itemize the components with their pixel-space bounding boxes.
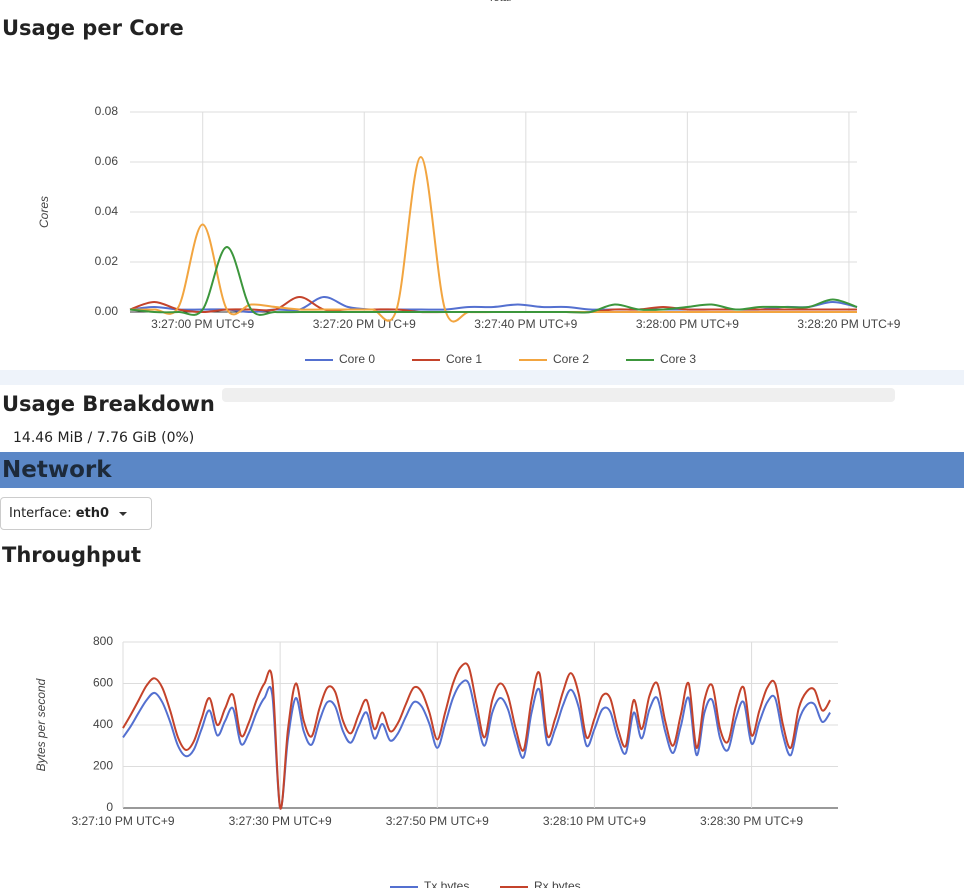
progress-bar (222, 388, 895, 402)
legend-label: Core 0 (339, 352, 375, 366)
memory-usage: 14.46 MiB / 7.76 GiB (0%) (13, 430, 195, 446)
y-tick-label: 0.04 (95, 204, 119, 218)
cpu-heading: Usage per Core (2, 16, 184, 40)
legend-label: Core 3 (660, 352, 696, 366)
y-tick-label: 400 (93, 717, 113, 731)
series-line (122, 679, 831, 810)
y-tick-label: 200 (93, 759, 113, 773)
caret (119, 511, 128, 516)
x-tick-label: 3:27:40 PM UTC+9 (474, 317, 577, 331)
series-line (129, 155, 857, 323)
x-tick-label: 3:28:30 PM UTC+9 (700, 814, 803, 828)
legend-label: Tx bytes (424, 879, 469, 888)
separator (0, 370, 964, 385)
y-tick-label: 0.06 (95, 154, 119, 168)
network-heading: Network (2, 457, 112, 483)
y-tick-label: 800 (93, 634, 113, 648)
legend-label: Rx bytes (534, 879, 581, 888)
total-label: Total (488, 0, 511, 4)
series-line (122, 662, 831, 810)
interface-dropdown[interactable]: Interface: eth0 (0, 497, 152, 530)
x-tick-label: 3:27:10 PM UTC+9 (71, 814, 174, 828)
y-tick-label: 0.02 (95, 254, 119, 268)
y-tick-label: 0 (106, 800, 113, 814)
throughput-heading: Throughput (2, 543, 142, 567)
x-tick-label: 3:28:20 PM UTC+9 (797, 317, 900, 331)
series-line (129, 245, 858, 316)
legend-label: Core 1 (446, 352, 482, 366)
interface-label: Interface: (9, 506, 72, 521)
breakdown-heading: Usage Breakdown (2, 392, 215, 416)
y-tick-label: 600 (93, 676, 113, 690)
series-line (129, 295, 857, 314)
x-tick-label: 3:27:50 PM UTC+9 (386, 814, 489, 828)
y-tick-label: 0.00 (95, 304, 119, 318)
x-tick-label: 3:28:00 PM UTC+9 (636, 317, 739, 331)
cpu-chart: 0.00 0.02 0.04 0.06 0.08 3:27:00 PM UTC+9 3:27… (37, 104, 901, 366)
interface-value: eth0 (75, 506, 110, 521)
y-axis-title: Bytes per second (34, 678, 48, 771)
x-tick-label: 3:28:10 PM UTC+9 (543, 814, 646, 828)
network-bar: Network (0, 452, 964, 488)
network-chart: 0 200 400 600 800 3:27:10 PM UTC+9 3:27:30 PM … (34, 634, 838, 888)
y-axis-title: Cores (37, 196, 51, 228)
x-tick-label: 3:27:20 PM UTC+9 (313, 317, 416, 331)
x-tick-label: 3:27:30 PM UTC+9 (229, 814, 332, 828)
x-tick-label: 3:27:00 PM UTC+9 (151, 317, 254, 331)
legend-label: Core 2 (553, 352, 589, 366)
y-tick-label: 0.08 (95, 104, 119, 118)
